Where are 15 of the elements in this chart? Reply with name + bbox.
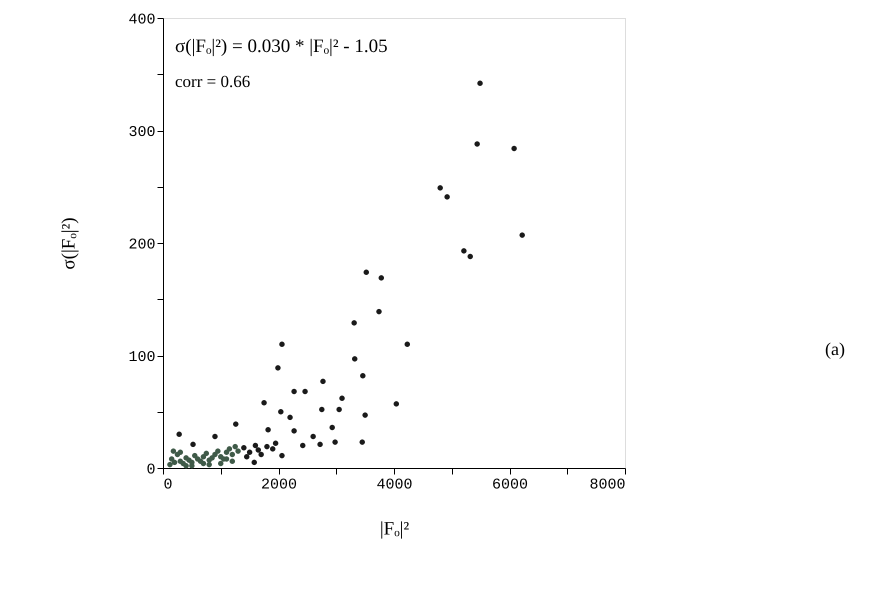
text: (a) (825, 339, 845, 359)
y-tick-label: 300 (128, 124, 156, 141)
x-axis-title: |Fₒ|² (380, 518, 410, 540)
annotation: σ(|Fₒ|²) = 0.030 * |Fₒ|² - 1.05 (175, 36, 388, 57)
y-tick-label: 100 (128, 349, 156, 366)
y-tick-label: 200 (128, 236, 156, 254)
x-tick-label: 8000 (589, 476, 626, 494)
x-tick-label: 2000 (260, 476, 298, 494)
y-tick-label: 0 (146, 462, 156, 478)
y-axis-title: σ(|Fₒ|²) (58, 217, 80, 270)
x-tick-label: 0 (164, 476, 173, 494)
annotation: corr = 0.66 (175, 72, 250, 91)
y-tick-label: 400 (128, 12, 156, 28)
x-tick-label: 4000 (376, 476, 413, 494)
x-tick-label: 6000 (492, 476, 528, 494)
